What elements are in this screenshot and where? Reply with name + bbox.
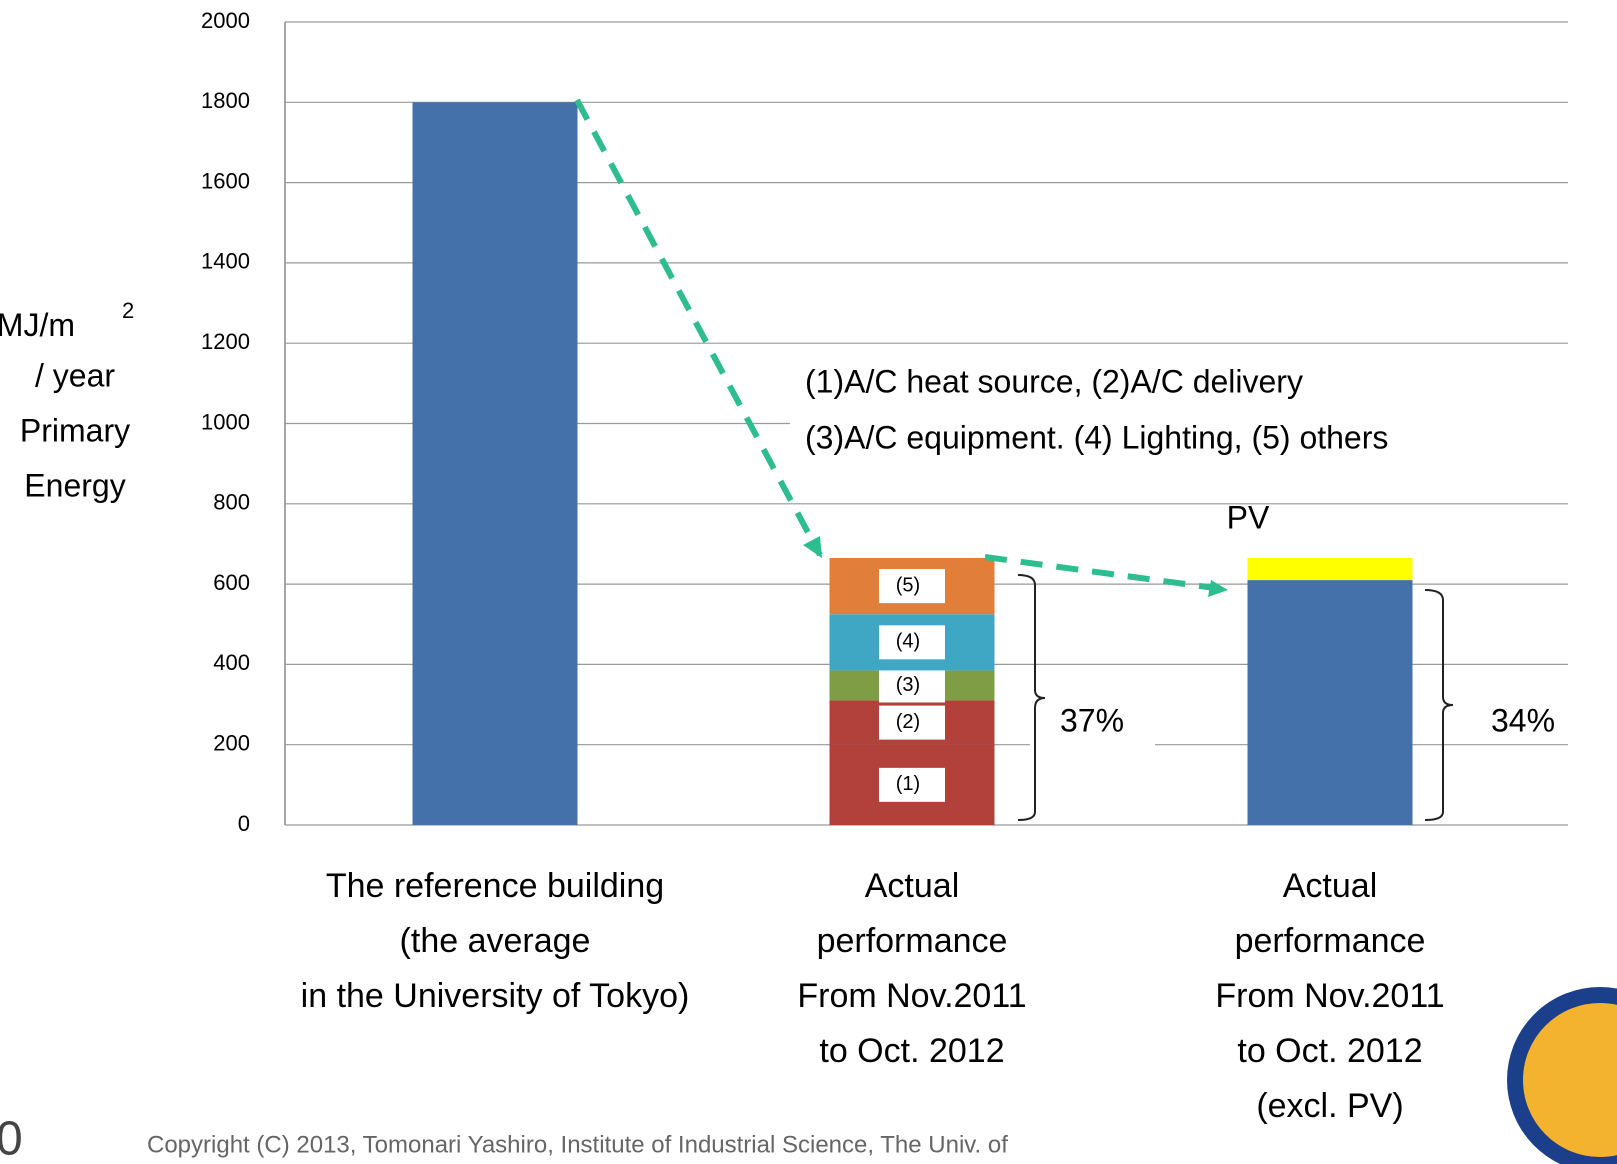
x-tick-label: Actual	[865, 867, 960, 905]
x-tick-label: From Nov.2011	[797, 977, 1026, 1015]
y-label-unit: MJ/m	[0, 307, 75, 343]
arrow-head	[803, 536, 822, 558]
percent-label: 37%	[1060, 702, 1124, 738]
segment-label-box	[879, 625, 945, 660]
bracket	[1424, 589, 1454, 821]
x-tick-label: performance	[817, 922, 1008, 960]
y-tick-label: 1800	[201, 88, 250, 113]
legend-text: (3)A/C equipment. (4) Lighting, (5) othe…	[805, 419, 1388, 455]
label-box	[1030, 700, 1155, 780]
y-label-sup: 2	[122, 298, 134, 323]
legend-box	[790, 345, 1568, 470]
y-tick-label: 1600	[201, 168, 250, 193]
trend-arrow	[984, 554, 1216, 591]
x-tick-label: From Nov.2011	[1215, 977, 1444, 1015]
arrow-head	[1208, 580, 1228, 597]
y-tick-label: 0	[238, 811, 250, 836]
y-tick-label: 1400	[201, 249, 250, 274]
y-label: / year	[35, 357, 115, 393]
x-tick-label: performance	[1235, 922, 1426, 960]
segment-label-box	[879, 705, 945, 740]
x-tick-label: Actual	[1283, 867, 1378, 905]
page-number: 0	[0, 1113, 23, 1164]
segment-label: (3)	[896, 674, 920, 696]
x-tick-label: to Oct. 2012	[1237, 1032, 1422, 1070]
y-tick-label: 2000	[201, 8, 250, 33]
y-tick-label: 200	[213, 731, 250, 756]
segment-label: (2)	[896, 711, 920, 733]
x-tick-label: (the average	[400, 922, 591, 960]
bar-segment	[1247, 580, 1413, 825]
logo	[1507, 987, 1617, 1164]
x-tick-label: The reference building	[326, 867, 664, 905]
percent-label: 34%	[1491, 702, 1555, 738]
y-tick-label: 1000	[201, 409, 250, 434]
y-tick-label: 400	[213, 650, 250, 675]
y-tick-label: 600	[213, 570, 250, 595]
y-label: MJ/m	[0, 307, 75, 343]
y-tick-label: 1200	[201, 329, 250, 354]
segment-label: PV	[1227, 499, 1270, 535]
y-label: Energy	[24, 467, 125, 503]
segment-label: (1)	[896, 773, 920, 795]
y-tick-label: 800	[213, 490, 250, 515]
trend-arrow	[574, 98, 823, 557]
legend-text: (1)A/C heat source, (2)A/C delivery	[805, 363, 1303, 399]
segment-label-box	[879, 569, 945, 604]
bar-segment	[1247, 558, 1413, 581]
x-tick-label: in the University of Tokyo)	[301, 977, 690, 1015]
y-label: Primary	[20, 412, 130, 448]
segment-label-box	[879, 767, 945, 802]
x-tick-label: to Oct. 2012	[819, 1032, 1004, 1070]
segment-label: (5)	[896, 574, 920, 596]
segment-label: (4)	[896, 631, 920, 653]
footer: Copyright (C) 2013, Tomonari Yashiro, In…	[147, 1131, 1008, 1158]
segment-label-box	[879, 668, 945, 703]
bracket	[1017, 574, 1046, 821]
x-tick-label: (excl. PV)	[1256, 1087, 1403, 1125]
bar-segment	[412, 102, 578, 826]
